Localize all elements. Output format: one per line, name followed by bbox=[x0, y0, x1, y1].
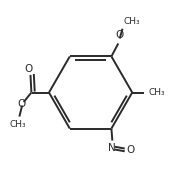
Text: O: O bbox=[17, 99, 25, 109]
Text: N: N bbox=[108, 143, 116, 153]
Text: CH₃: CH₃ bbox=[9, 120, 26, 129]
Text: O: O bbox=[126, 145, 134, 155]
Text: CH₃: CH₃ bbox=[123, 17, 140, 26]
Text: CH₃: CH₃ bbox=[149, 88, 165, 97]
Text: O: O bbox=[24, 64, 33, 74]
Text: O: O bbox=[116, 30, 124, 40]
